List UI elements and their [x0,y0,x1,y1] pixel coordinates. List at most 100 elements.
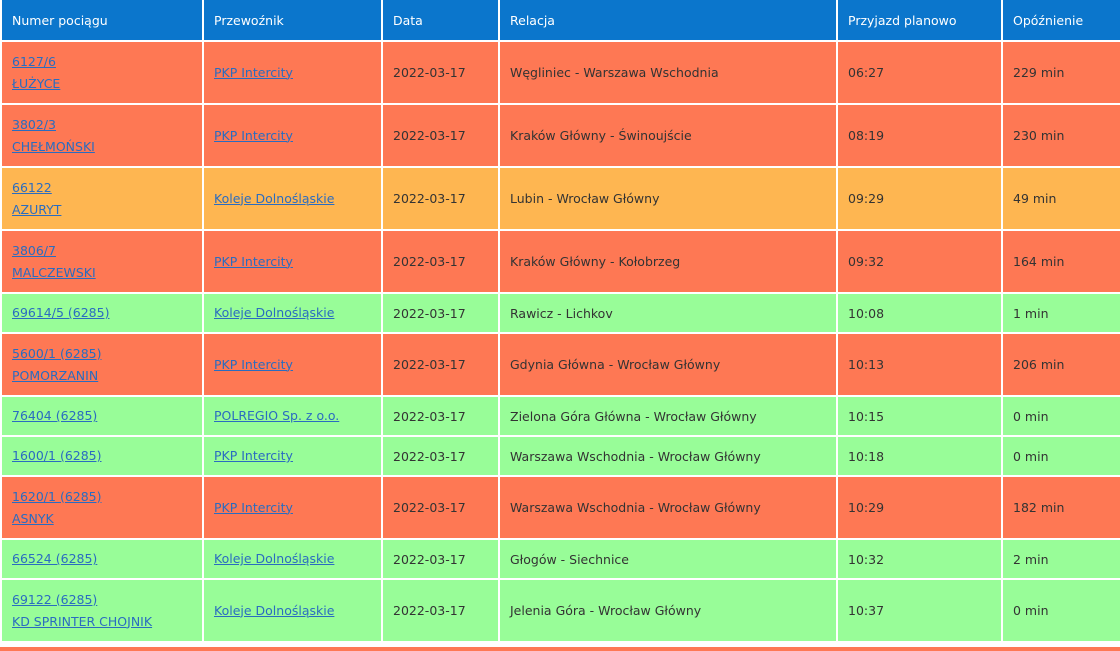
date: 2022-03-17 [393,500,466,515]
date: 2022-03-17 [393,305,466,321]
date: 2022-03-17 [393,191,466,206]
cell: Zielona Góra Główna - Wrocław Główny [500,397,836,435]
train-name-link[interactable]: ASNYK [12,510,54,526]
train-number-link[interactable]: 69614/5 (6285) [12,305,110,320]
cell: 2022-03-17 [383,42,498,103]
cell: Warszawa Wschodnia - Wrocław Główny [500,477,836,538]
delay: 2 min [1013,551,1049,567]
cell: 69614/5 (6285) [2,294,202,332]
carrier-link[interactable]: PKP Intercity [214,448,293,463]
train-number-link[interactable]: 3802/3 [12,116,56,132]
date: 2022-03-17 [393,448,466,464]
column-header: Relacja [500,0,836,40]
cell: POLREGIO Sp. z o.o. [204,397,381,435]
carrier-link[interactable]: PKP Intercity [214,127,293,143]
train-number-link[interactable]: 66122 [12,179,52,195]
carrier-link[interactable]: PKP Intercity [214,64,293,80]
arrival: 10:18 [848,448,885,464]
arrival: 06:27 [848,65,885,80]
cell: 0 min [1003,580,1120,641]
cell: Jelenia Góra - Wrocław Główny [500,580,836,641]
train-name-link[interactable]: KD SPRINTER CHOJNIK [12,613,153,629]
header-row: Numer pociągu Przewoźnik Data Relacja Przyja… [2,0,1120,40]
date: 2022-03-17 [393,408,466,424]
cell: PKP Intercity [204,105,381,166]
cell: PKP Intercity [204,477,381,538]
cell: Węgliniec - Warszawa Wschodnia [500,42,836,103]
cell: 1620/1 (6285) ASNYK [2,477,202,538]
carrier-link[interactable]: POLREGIO Sp. z o.o. [214,408,340,423]
delay: 0 min [1013,448,1049,464]
column-header: Opóźnienie [1003,0,1120,40]
arrival: 10:37 [848,603,885,618]
train-number-link[interactable]: 1620/1 (6285) [12,488,102,504]
delay: 0 min [1013,408,1049,424]
cell: 49 min [1003,168,1120,229]
train-number-link[interactable]: 69122 (6285) [12,591,98,607]
cell: 0 min [1003,397,1120,435]
arrival: 10:15 [848,408,885,424]
arrival: 10:32 [848,551,885,567]
train-row: 66524 (6285) Koleje Dolnośląskie 2022-03-1… [2,540,1120,578]
delay: 182 min [1013,500,1065,515]
carrier-link[interactable]: PKP Intercity [214,499,293,515]
train-number-link[interactable]: 66524 (6285) [12,551,98,566]
cell: 09:32 [838,231,1001,292]
cell: 10:08 [838,294,1001,332]
cell: 10:29 [838,477,1001,538]
arrival: 08:19 [848,128,885,143]
train-row: 5600/1 (6285) POMORZANIN PKP Intercity 2022… [2,334,1120,395]
date: 2022-03-17 [393,603,466,618]
train-row: 6127/6 ŁUŻYCE PKP Intercity 2022-03-17 Węgli… [2,42,1120,103]
carrier-link[interactable]: PKP Intercity [214,356,293,372]
cell: 182 min [1003,477,1120,538]
carrier-link[interactable]: Koleje Dolnośląskie [214,305,335,320]
cell: 229 min [1003,42,1120,103]
cell: 2022-03-17 [383,540,498,578]
cell: 2 min [1003,540,1120,578]
cell: 10:13 [838,334,1001,395]
relation: Warszawa Wschodnia - Wrocław Główny [510,448,761,464]
cell: 6127/6 ŁUŻYCE [2,42,202,103]
carrier-link[interactable]: Koleje Dolnośląskie [214,602,335,618]
train-name-link[interactable]: ŁUŻYCE [12,75,61,91]
train-name-link[interactable]: CHEŁMOŃSKI [12,138,95,154]
train-number-link[interactable]: 6127/6 [12,53,56,69]
relation: Rawicz - Lichkov [510,305,613,321]
cell: Gdynia Główna - Wrocław Główny [500,334,836,395]
train-row: 69122 (6285) KD SPRINTER CHOJNIK Koleje Do… [2,580,1120,641]
cell: 2022-03-17 [383,477,498,538]
cell: 09:29 [838,168,1001,229]
cell: Koleje Dolnośląskie [204,580,381,641]
cell: 2022-03-17 [383,231,498,292]
cell: Kraków Główny - Kołobrzeg [500,231,836,292]
carrier-link[interactable]: Koleje Dolnośląskie [214,551,335,566]
arrival: 09:29 [848,191,885,206]
relation: Jelenia Góra - Wrocław Główny [510,603,702,618]
train-name-link[interactable]: MALCZEWSKI [12,264,96,280]
delay: 230 min [1013,128,1065,143]
cell: 0 min [1003,437,1120,475]
cell: 66122 AZURYT [2,168,202,229]
train-name-link[interactable]: AZURYT [12,201,62,217]
cell: Koleje Dolnośląskie [204,294,381,332]
train-number-link[interactable]: 5600/1 (6285) [12,345,102,361]
train-number-link[interactable]: 76404 (6285) [12,408,98,423]
train-number-link[interactable]: 3806/7 [12,242,56,258]
date: 2022-03-17 [393,254,466,269]
cell: Koleje Dolnośląskie [204,540,381,578]
cell: 2022-03-17 [383,580,498,641]
train-number-link[interactable]: 1600/1 (6285) [12,448,102,463]
relation: Warszawa Wschodnia - Wrocław Główny [510,500,761,515]
train-name-link[interactable]: POMORZANIN [12,367,99,383]
relation: Lubin - Wrocław Główny [510,191,660,206]
cell: 3802/3 CHEŁMOŃSKI [2,105,202,166]
carrier-link[interactable]: PKP Intercity [214,253,293,269]
arrival: 10:29 [848,500,885,515]
carrier-link[interactable]: Koleje Dolnośląskie [214,190,335,206]
delay: 229 min [1013,65,1065,80]
delay: 1 min [1013,305,1049,321]
table-body: 6127/6 ŁUŻYCE PKP Intercity 2022-03-17 Węgli… [2,42,1120,641]
cell: 1 min [1003,294,1120,332]
date: 2022-03-17 [393,551,466,567]
